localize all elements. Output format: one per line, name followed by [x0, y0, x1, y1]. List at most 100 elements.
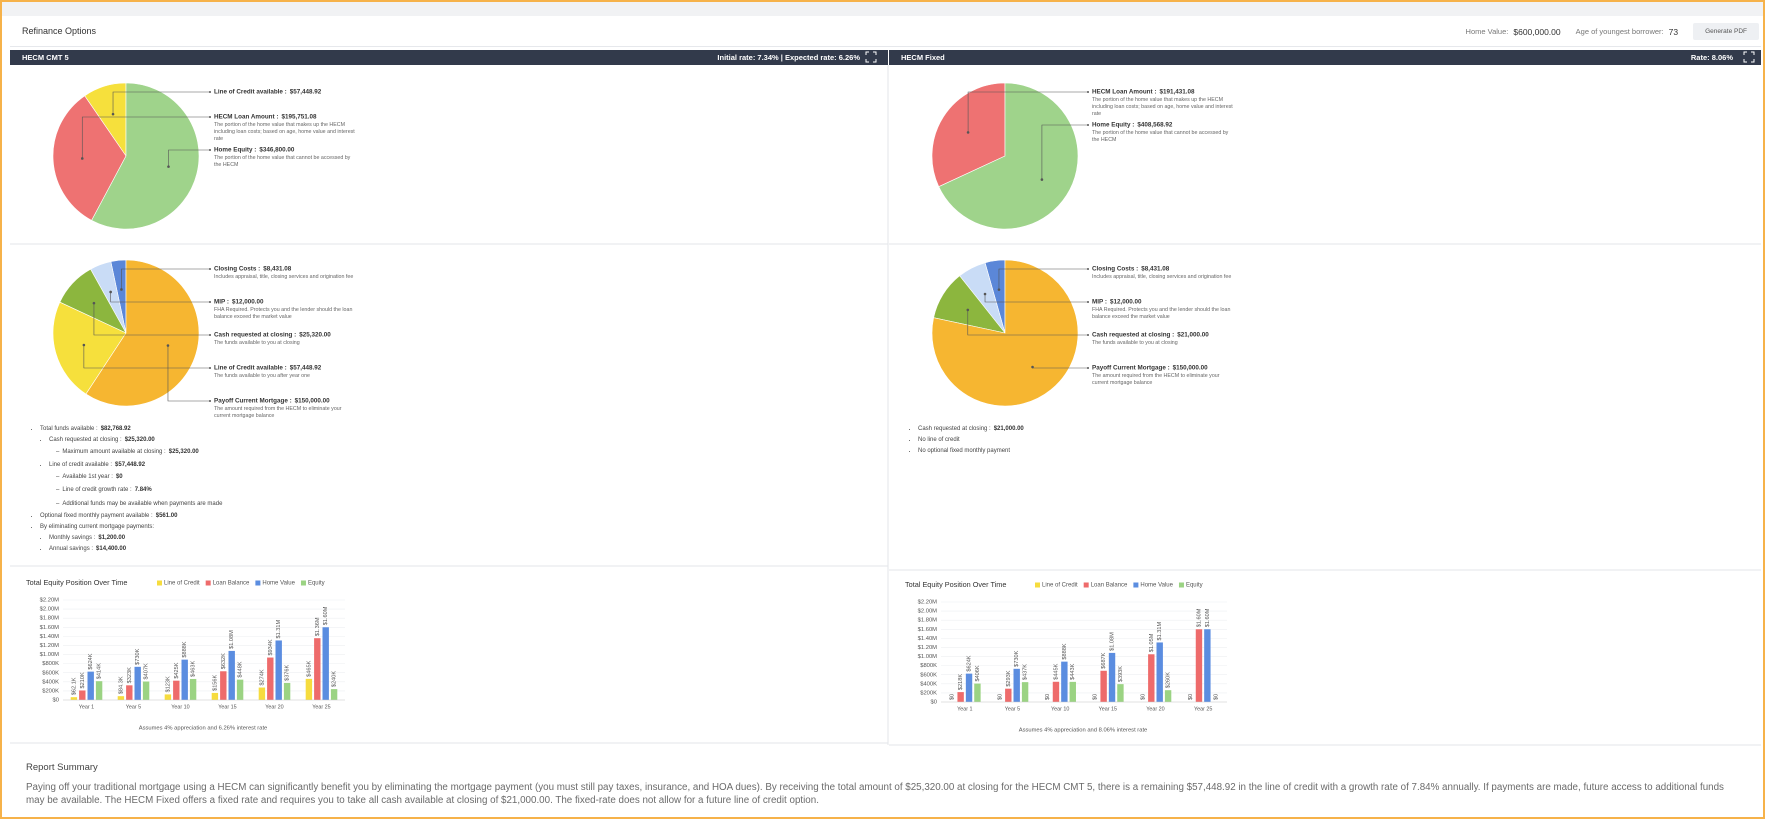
- bar-value-label: $632K: [221, 653, 227, 669]
- bullet-value: 7.84%: [134, 487, 152, 493]
- leader-line: [984, 294, 1088, 303]
- panel-header: HECM Fixed Rate: 8.06%: [889, 50, 1761, 65]
- panel-title: HECM Fixed: [901, 53, 945, 62]
- pie-label-description: Includes appraisal, title, closing servi…: [214, 274, 353, 280]
- bullet-value: $0: [115, 473, 123, 480]
- header-info: Home Value: $600,000.00 Age of youngest …: [1466, 23, 1759, 40]
- leader-dot: [966, 308, 970, 312]
- bar-value-label: $425K: [174, 662, 180, 678]
- leader-dot: [1031, 365, 1034, 369]
- leader-line: [967, 91, 1088, 133]
- text-line: current mortgage balance: [214, 413, 274, 419]
- bullet-item: Additional funds may be available when p…: [62, 498, 222, 512]
- leader-line: [998, 268, 1088, 290]
- bar-value-label: $406K: [975, 665, 981, 681]
- bar-value-label: $274K: [259, 669, 265, 685]
- pie-label-description: The funds available to you at closing: [214, 340, 300, 346]
- bar: [1108, 652, 1116, 702]
- pie-label-value: $57,448.92: [290, 89, 322, 96]
- pie-label-name: Payoff Current Mortgage :: [1092, 365, 1170, 372]
- bullet-list: Cash requested at closing :$21,000.00 No …: [908, 424, 1024, 457]
- bar: [1204, 629, 1211, 702]
- bar: [228, 650, 235, 700]
- bar-value-label: $0: [1188, 694, 1194, 700]
- fullscreen-icon: [865, 51, 877, 63]
- bullet-value: $561.00: [155, 513, 178, 519]
- panel-title: HECM CMT 5: [22, 53, 69, 62]
- bar: [1069, 681, 1076, 702]
- bar-value-label: $0: [1093, 694, 1099, 700]
- text-line: rate: [214, 136, 223, 142]
- y-tick-label: $800K: [42, 661, 59, 667]
- pie-label-value: $12,000.00: [1110, 299, 1142, 306]
- bullet-text: Line of credit growth rate :: [62, 487, 132, 493]
- legend-swatch: [157, 580, 162, 586]
- chart-note: Assumes 4% appreciation and 6.26% intere…: [139, 726, 268, 732]
- bullet-list: Monthly savings :$1,200.00Annual savings…: [40, 533, 222, 555]
- leader-dot: [167, 165, 170, 168]
- x-tick-label: Year 25: [1194, 706, 1212, 712]
- bar: [181, 659, 188, 700]
- pie-label-value: $8,431.08: [263, 266, 292, 273]
- top-bar: Refinance Options Home Value: $600,000.0…: [10, 16, 1761, 47]
- pie-label-name: Line of Credit available :: [214, 89, 287, 96]
- legend-swatch: [255, 580, 261, 586]
- text-line: including loan costs; based on age, home…: [214, 129, 355, 135]
- bullet-item: Cash requested at closing :$21,000.00: [918, 424, 1024, 435]
- text-line: The funds available to you at closing: [214, 340, 300, 346]
- x-tick-label: Year 15: [1099, 706, 1117, 712]
- bar: [70, 697, 78, 700]
- pie-label-name: HECM Loan Amount :: [1092, 89, 1156, 96]
- bar-value-label: $0: [997, 694, 1003, 700]
- bar-value-label: $1.31M: [1157, 621, 1163, 640]
- leader-end: [209, 301, 211, 303]
- text-line: rate: [1092, 111, 1101, 117]
- bar-value-label: $1.60M: [323, 606, 329, 625]
- y-tick-label: $2.00M: [40, 607, 60, 613]
- bar-value-label: $1.36M: [315, 617, 321, 636]
- bar: [330, 689, 338, 700]
- bar-value-label: $323K: [127, 667, 133, 683]
- bar: [134, 666, 141, 700]
- bullet-text: By eliminating current mortgage payments…: [40, 524, 155, 530]
- leader-dot: [997, 288, 1001, 291]
- bar-value-label: $260K: [1166, 672, 1172, 688]
- bar-value-label: $1.08M: [229, 630, 235, 649]
- leader-line: [112, 91, 210, 115]
- bar: [258, 687, 266, 700]
- legend-label: Home Value: [1140, 583, 1173, 589]
- bar: [164, 694, 172, 700]
- generate-pdf-button[interactable]: Generate PDF: [1693, 23, 1759, 40]
- bar-value-label: $293K: [1006, 670, 1012, 686]
- leader-dot: [111, 112, 115, 116]
- y-tick-label: $1.40M: [918, 636, 938, 642]
- leader-end: [209, 116, 211, 118]
- leader-line: [81, 116, 210, 159]
- bullet-value: $57,448.92: [115, 461, 146, 468]
- fullscreen-icon: [1743, 51, 1755, 63]
- bar-value-label: $888K: [182, 641, 188, 657]
- chart-title: Total Equity Position Over Time: [905, 580, 1006, 589]
- panel-rate: Rate: 8.06%: [1690, 53, 1733, 62]
- y-tick-label: $0: [931, 700, 937, 706]
- legend-swatch: [1133, 582, 1139, 588]
- pie-label-value: $12,000.00: [232, 299, 264, 306]
- pie-label-value: $191,431.08: [1159, 89, 1195, 96]
- pie-label-name: Home Equity :: [214, 147, 256, 154]
- legend-label: Equity: [308, 581, 325, 587]
- x-tick-label: Year 10: [171, 704, 189, 710]
- bar-value-label: $218K: [958, 674, 964, 690]
- leader-end: [209, 334, 211, 336]
- bar-value-label: $934K: [268, 639, 274, 655]
- leader-dot: [80, 157, 84, 160]
- bullet-item: Total funds available :$82,768.92 Cash re…: [40, 424, 222, 511]
- bullet-text: Total funds available :: [40, 426, 98, 432]
- bar-value-label: $414K: [97, 663, 103, 679]
- bar: [965, 673, 973, 702]
- y-tick-label: $1.20M: [40, 643, 60, 649]
- bar: [1156, 642, 1163, 702]
- bar: [957, 692, 964, 702]
- bar-value-label: $1.60M: [1196, 608, 1202, 627]
- y-tick-label: $1.60M: [40, 625, 60, 631]
- leader-end: [1087, 367, 1089, 369]
